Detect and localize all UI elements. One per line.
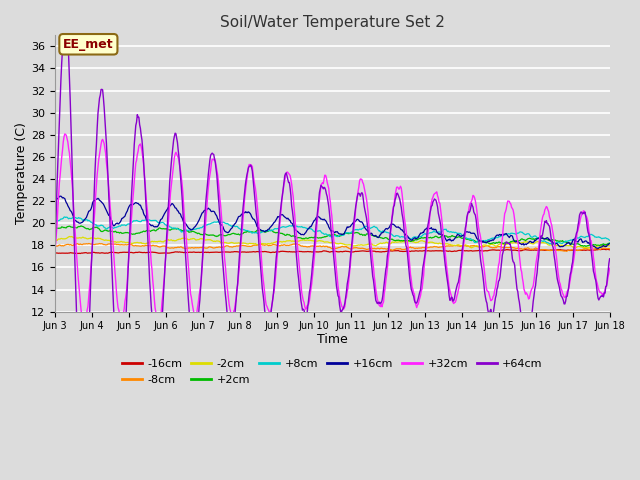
+64cm [61, 21, 68, 27]
+8cm [417, 234, 424, 240]
-2cm [417, 238, 424, 244]
+64cm [176, 164, 184, 169]
+32cm [176, 164, 184, 169]
-8cm [85, 240, 93, 246]
+8cm [401, 235, 408, 240]
Legend: -16cm, -8cm, -2cm, +2cm, +8cm, +16cm, +32cm, +64cm: -16cm, -8cm, -2cm, +2cm, +8cm, +16cm, +3… [117, 355, 547, 389]
+8cm [61, 214, 68, 220]
-16cm [401, 249, 408, 254]
-16cm [51, 250, 59, 256]
+32cm [119, 314, 127, 320]
+32cm [61, 132, 69, 137]
+8cm [205, 221, 212, 227]
Line: +2cm: +2cm [55, 226, 610, 246]
-16cm [119, 250, 127, 255]
-16cm [417, 248, 424, 254]
-2cm [175, 236, 183, 242]
+16cm [606, 241, 614, 247]
+2cm [61, 225, 68, 230]
+64cm [61, 24, 69, 30]
+32cm [401, 220, 409, 226]
Line: +64cm: +64cm [55, 24, 610, 406]
+16cm [61, 198, 69, 204]
+32cm [61, 131, 68, 137]
-8cm [417, 245, 424, 251]
-16cm [600, 246, 607, 252]
+2cm [606, 240, 614, 246]
Title: Soil/Water Temperature Set 2: Soil/Water Temperature Set 2 [220, 15, 445, 30]
+16cm [594, 246, 602, 252]
+16cm [401, 230, 408, 236]
+8cm [548, 241, 556, 247]
+64cm [120, 353, 127, 359]
-16cm [61, 250, 68, 256]
-2cm [65, 234, 73, 240]
-2cm [606, 243, 614, 249]
X-axis label: Time: Time [317, 333, 348, 346]
Line: +32cm: +32cm [55, 134, 610, 321]
+2cm [51, 226, 59, 231]
-16cm [76, 251, 84, 256]
-8cm [61, 242, 68, 248]
Line: -8cm: -8cm [55, 243, 610, 252]
-8cm [401, 247, 408, 252]
+32cm [417, 288, 425, 294]
+16cm [175, 210, 183, 216]
-16cm [606, 247, 614, 252]
-8cm [119, 242, 127, 248]
Line: -2cm: -2cm [55, 237, 610, 248]
+8cm [61, 215, 69, 220]
+64cm [79, 403, 86, 409]
+32cm [205, 177, 213, 183]
-2cm [119, 240, 127, 245]
-8cm [51, 243, 59, 249]
+16cm [51, 199, 59, 205]
-16cm [205, 249, 212, 255]
Line: +8cm: +8cm [55, 217, 610, 244]
+2cm [119, 230, 127, 236]
+32cm [606, 265, 614, 271]
+16cm [417, 230, 424, 236]
+32cm [51, 252, 59, 258]
Line: -16cm: -16cm [55, 249, 610, 253]
-2cm [401, 239, 408, 245]
-8cm [175, 244, 183, 250]
+2cm [175, 227, 183, 232]
Text: EE_met: EE_met [63, 38, 114, 51]
-2cm [205, 237, 212, 243]
+2cm [401, 238, 408, 243]
-2cm [61, 236, 68, 242]
+32cm [156, 318, 164, 324]
+8cm [119, 222, 127, 228]
+16cm [205, 205, 212, 211]
+64cm [51, 259, 59, 265]
+64cm [606, 256, 614, 262]
+2cm [582, 243, 589, 249]
+8cm [51, 217, 59, 223]
+16cm [119, 216, 127, 221]
-8cm [205, 245, 212, 251]
-16cm [175, 249, 183, 255]
Line: +16cm: +16cm [55, 196, 610, 249]
-2cm [51, 238, 59, 243]
+16cm [57, 193, 65, 199]
+64cm [205, 164, 213, 169]
+2cm [417, 235, 424, 241]
-8cm [563, 249, 570, 254]
+8cm [175, 227, 183, 232]
+64cm [401, 236, 409, 242]
+64cm [417, 279, 425, 285]
+8cm [606, 237, 614, 243]
+2cm [205, 232, 212, 238]
Y-axis label: Temperature (C): Temperature (C) [15, 122, 28, 225]
-8cm [606, 246, 614, 252]
+2cm [77, 223, 85, 229]
-2cm [585, 245, 593, 251]
